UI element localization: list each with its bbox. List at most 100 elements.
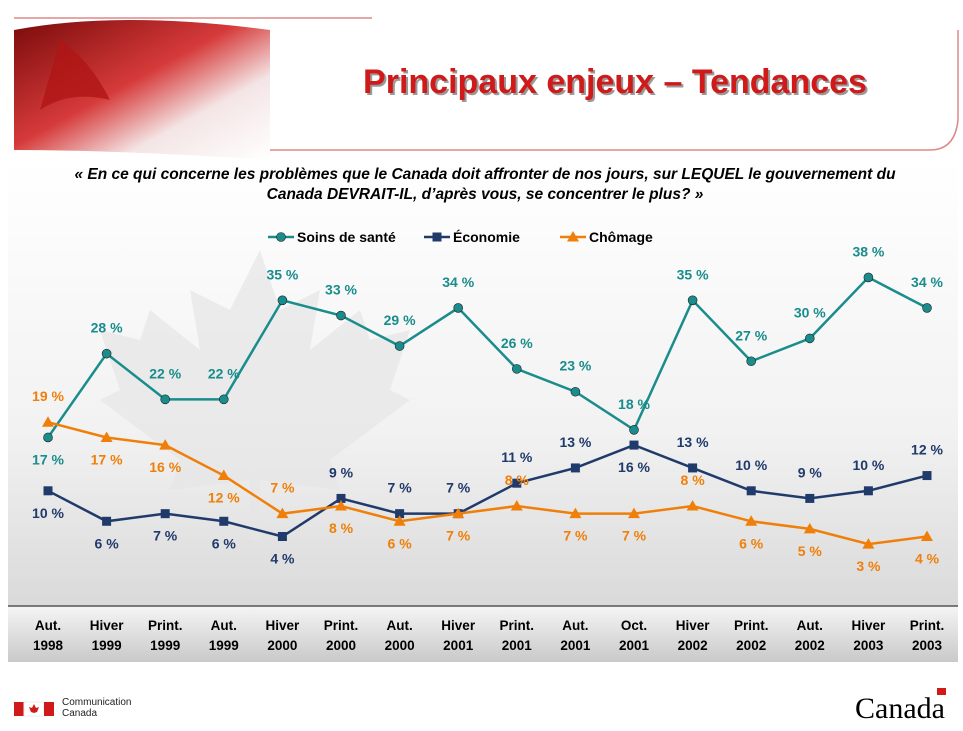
value-label: 28 % [91,320,123,336]
value-label: 12 % [911,442,943,458]
point [862,538,875,549]
legend-label: Chômage [589,229,653,245]
point [101,348,112,359]
point [43,486,53,496]
point [804,333,815,344]
value-label: 4 % [270,551,295,567]
value-label: 8 % [505,472,530,488]
wordmark-flag [937,688,946,695]
point [102,516,112,526]
x-tick-label: Oct. 2001 [619,618,650,653]
flag-bar [44,702,54,716]
point [567,231,579,242]
x-tick-label: Aut. 1998 [33,618,64,653]
value-label: 22 % [208,365,240,381]
value-label: 17 % [32,451,64,467]
point [336,310,346,321]
point [395,509,405,519]
point [277,295,288,306]
point [277,532,287,542]
value-label: 9 % [798,464,823,480]
value-label: 6 % [212,535,237,551]
value-label: 29 % [384,312,416,328]
point [394,341,405,351]
point [746,356,757,367]
point [42,416,54,427]
point [863,272,874,283]
x-tick-label: Print. 2003 [910,618,945,653]
point [160,509,170,519]
point [43,432,53,443]
point [336,493,346,503]
point [570,463,580,473]
value-label: 13 % [677,434,709,450]
question-box: « En ce qui concerne les problèmes que l… [74,166,896,203]
value-label: 12 % [208,490,240,506]
value-label: 23 % [559,358,591,374]
point [686,500,699,511]
value-label: 7 % [563,528,588,544]
value-label: 16 % [618,459,650,475]
point [393,515,406,526]
point [805,493,815,503]
value-label: 6 % [388,535,413,551]
point [276,232,286,242]
point [335,500,347,511]
point [629,440,639,450]
legend-label: Soins de santé [297,229,396,245]
value-label: 26 % [501,335,533,351]
question: « En ce qui concerne les problèmes que l… [74,166,896,203]
department-box: Communication Canada [62,697,132,719]
point [746,486,756,496]
department: Communication Canada [62,697,132,719]
point [687,295,698,306]
x-tick-label: Print. 1999 [148,618,183,653]
point [922,471,932,481]
value-label: 10 % [735,457,767,473]
point [688,463,698,473]
x-tick-label: Print. 2001 [500,618,535,653]
value-label: 17 % [91,451,123,467]
value-label: 6 % [739,535,764,551]
point [219,516,229,526]
value-label: 5 % [798,543,823,559]
plot: 17 % 28 % 22 % 22 % 35 % 33 % 29 % 34 % 26 % 23 %… [32,243,943,574]
series: 19 % 17 % 16 % 12 % 7 % 8 % 6 % 7 % 8 % 7 % 7 % 8 %… [32,388,940,574]
value-label: 9 % [329,464,354,480]
x-tick-label: Hiver 1999 [90,618,125,653]
flag-leaf-small [29,704,39,713]
value-label: 7 % [446,528,471,544]
x-tick-label: Hiver 2001 [441,618,476,653]
value-label: 7 % [446,480,471,496]
value-label: 7 % [388,480,413,496]
legend-label: Économie [453,229,520,245]
value-label: 33 % [325,282,357,298]
point [160,394,170,405]
value-label: 8 % [681,472,706,488]
flag-bar [14,702,24,716]
point [570,386,581,397]
value-label: 8 % [329,520,354,536]
value-label: 11 % [501,449,533,465]
value-label: 3 % [856,558,881,574]
value-label: 10 % [32,505,64,521]
slide-title: Principaux enjeux – Tendances [363,63,867,101]
point [159,439,172,450]
value-label: 27 % [735,327,767,343]
value-label: 19 % [32,388,64,404]
point [921,530,933,542]
point [219,394,229,405]
line [47,443,928,538]
series: 17 % 28 % 22 % 22 % 35 % 33 % 29 % 34 % 26 % 23 %… [32,243,943,467]
point [432,232,442,242]
x-tick-label: Aut. 1999 [209,618,239,653]
point [745,515,758,526]
point [510,500,523,511]
value-label: 34 % [442,274,474,290]
value-label: 7 % [153,528,178,544]
category-band [8,606,958,662]
flag-leaf [40,40,110,110]
point [569,507,582,519]
point [276,507,289,519]
